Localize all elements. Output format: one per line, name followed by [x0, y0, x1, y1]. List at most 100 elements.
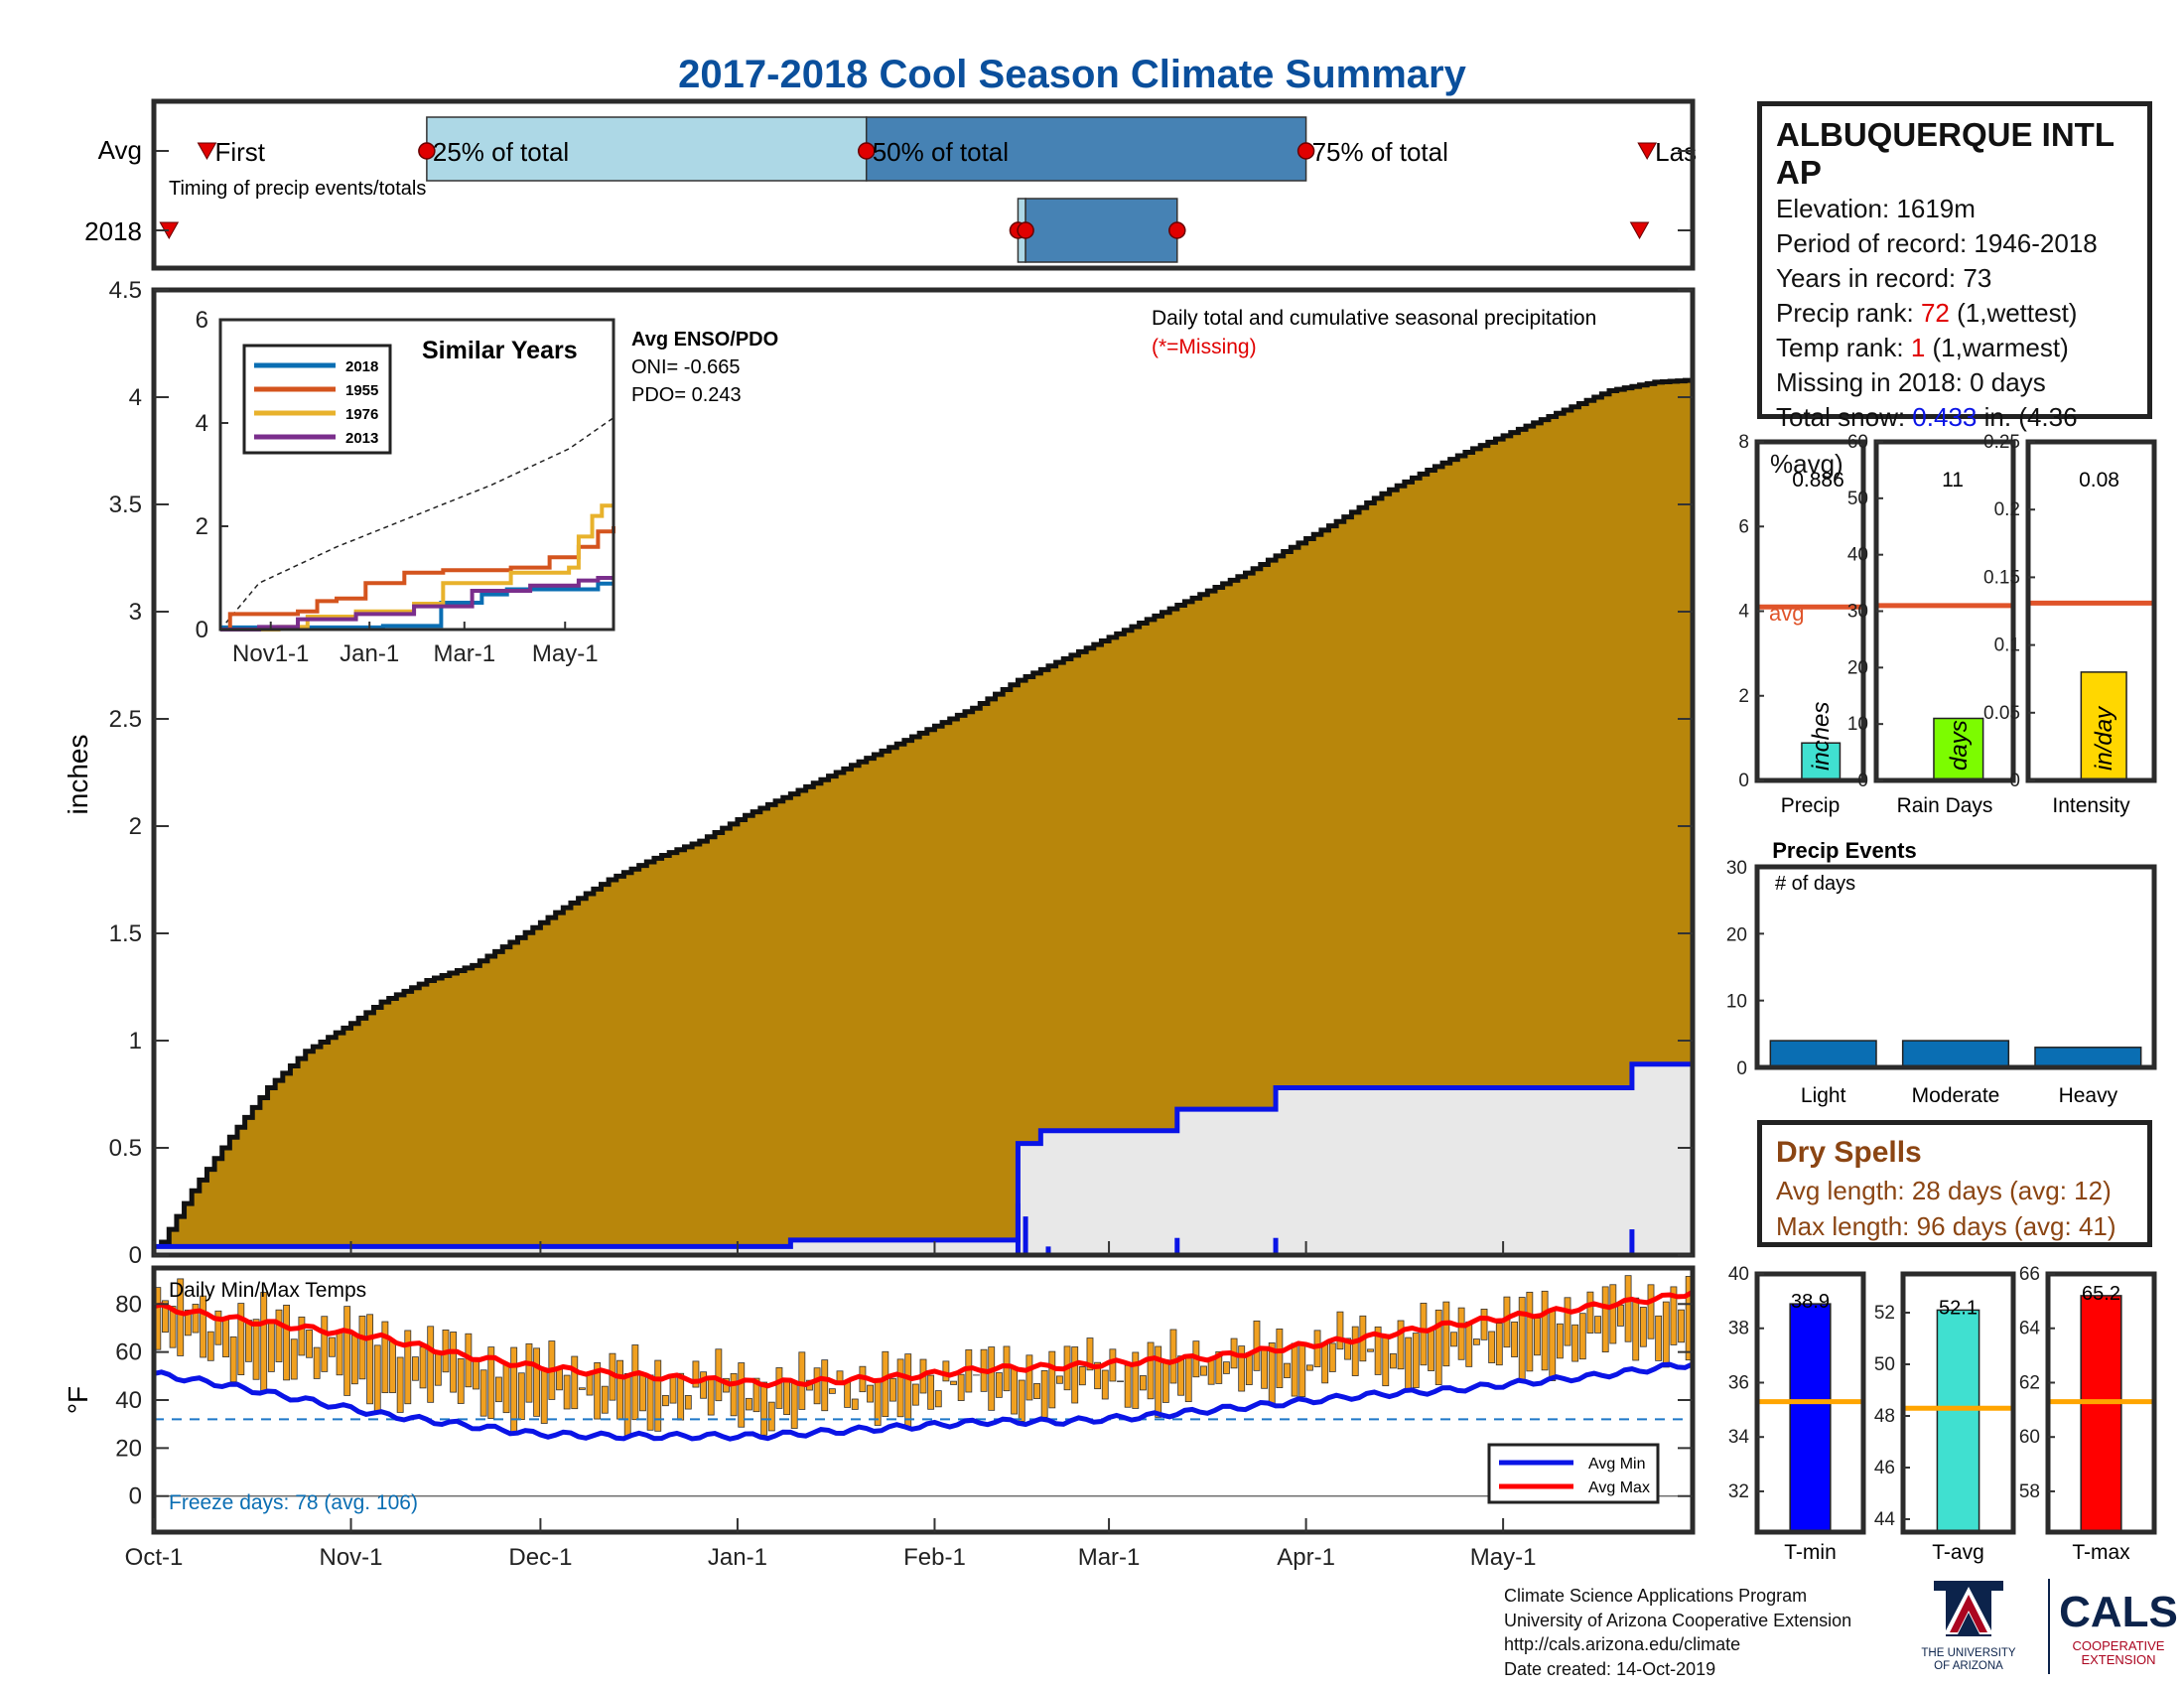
temp-daily-bar-44 — [487, 1346, 495, 1419]
temp-daily-bar-111 — [995, 1372, 1003, 1398]
psum-ytick-label-1-2: 20 — [1847, 657, 1868, 678]
temp-daily-bar-85 — [798, 1351, 806, 1410]
temp-daily-bar-55 — [571, 1355, 579, 1410]
events-ylabel: # of days — [1775, 873, 1855, 895]
temp-daily-bar-149 — [1284, 1362, 1291, 1378]
temp-daily-bar-116 — [1033, 1383, 1040, 1399]
temp-daily-bar-152 — [1305, 1364, 1313, 1371]
station-info-box: ALBUQUERQUE INTL AP Elevation: 1619m Per… — [1757, 101, 2152, 432]
avg-first-label: First — [214, 137, 265, 167]
temp-daily-bar-6 — [200, 1295, 207, 1358]
precip-summary-in/day-panel: 0.08 in/day Intensity 0 0.05 0.1 0.15 0.2 0.25 — [1983, 432, 2157, 817]
psum-ytick-label-1-3: 30 — [1847, 602, 1868, 623]
temp-daily-bar-155 — [1328, 1342, 1336, 1372]
temp-daily-bar-140 — [1215, 1350, 1223, 1384]
temp-daily-bar-59 — [601, 1385, 609, 1414]
temp-daily-bar-4 — [184, 1309, 192, 1336]
temp-ytick-label-2: 40 — [115, 1387, 142, 1414]
inset-xtick-label-2: Mar-1 — [433, 640, 495, 667]
temp-daily-bar-83 — [783, 1381, 790, 1415]
temp-daily-bar-22 — [321, 1316, 329, 1372]
daily-temps-plot — [153, 1275, 1695, 1497]
timing-panel: First 25% of total 50% of total 75% of tota… — [154, 116, 1697, 263]
temp-daily-bar-199 — [1662, 1301, 1670, 1368]
temp-daily-bar-157 — [1344, 1337, 1352, 1360]
temp-daily-bar-170 — [1442, 1301, 1450, 1367]
y2018-q50-q75-box — [1024, 198, 1178, 263]
temp-daily-bar-42 — [473, 1357, 479, 1390]
psum-ytick-label-2-2: 0.1 — [1994, 635, 2020, 656]
temp-daily-bar-164 — [1397, 1320, 1405, 1370]
timing-row-avg: Avg — [98, 135, 142, 165]
temp-daily-bar-145 — [1253, 1320, 1261, 1371]
temp-summary-panels: 38.9 T-min 32 34 36 38 40 52.1 T-avg 44 46 48 50 52 65… — [1728, 1264, 2157, 1564]
footer-line-4: Date created: 14-Oct-2019 — [1504, 1658, 1716, 1679]
temp-daily-bar-23 — [329, 1336, 336, 1357]
temp-daily-bar-124 — [1094, 1361, 1102, 1390]
temp-daily-bar-113 — [1011, 1367, 1019, 1415]
tsum-ytick-label-0-3: 38 — [1728, 1319, 1749, 1339]
precip-ytick-label-2: 1 — [129, 1028, 142, 1055]
snow-value: 0.433 — [1912, 402, 1978, 432]
temp-daily-bar-14 — [260, 1292, 268, 1393]
avg-last-marker — [1637, 142, 1658, 161]
inset-frame — [218, 318, 615, 632]
temp-daily-bar-161 — [1374, 1326, 1382, 1375]
temp-daily-bar-94 — [867, 1384, 874, 1403]
temp-daily-bar-131 — [1147, 1341, 1155, 1400]
temp-daily-bar-104 — [942, 1360, 950, 1382]
inset-xtick-label-0: Nov1-1 — [232, 640, 309, 667]
enso-pdo: PDO= 0.243 — [631, 384, 742, 406]
y2018-daily-bar-1 — [1023, 1216, 1028, 1255]
station-elevation: Elevation: 1619m — [1776, 194, 1976, 223]
temp-daily-bar-133 — [1161, 1359, 1169, 1403]
precip-ytick-label-6: 3 — [129, 599, 142, 626]
date-xtick-label-6: Apr-1 — [1277, 1544, 1335, 1571]
y2018-daily-bar-5 — [1629, 1229, 1635, 1255]
precip-rank-label: Precip rank: — [1776, 298, 1921, 328]
tsum-ytick-label-2-3: 64 — [2019, 1319, 2041, 1339]
tsum-ytick-label-0-1: 34 — [1728, 1427, 1750, 1448]
temp-daily-bar-102 — [927, 1374, 935, 1410]
temp-daily-bar-183 — [1541, 1290, 1549, 1371]
temp-daily-bar-9 — [222, 1317, 229, 1358]
temp-daily-bar-92 — [851, 1398, 859, 1410]
avg-q50-label: 50% of total — [873, 137, 1009, 167]
date-xtick-label-4: Feb-1 — [903, 1544, 966, 1571]
psum-ytick-label-1-5: 50 — [1847, 489, 1868, 509]
legend-avg-min: Avg Min — [1588, 1456, 1646, 1473]
temp-daily-bar-125 — [1101, 1369, 1109, 1400]
temp-daily-bar-74 — [715, 1348, 723, 1402]
event-label-heavy: Heavy — [2059, 1084, 2118, 1107]
temp-daily-bar-69 — [677, 1372, 685, 1421]
avg-first-marker — [197, 142, 217, 161]
temp-daily-bar-143 — [1238, 1345, 1246, 1392]
event-bar-heavy — [2034, 1047, 2142, 1068]
temp-daily-bar-76 — [730, 1372, 738, 1417]
temp-daily-bar-80 — [760, 1381, 768, 1436]
dry-spells-box: Dry Spells Avg length: 28 days (avg: 12)… — [1757, 1120, 2152, 1247]
temp-daily-bar-148 — [1276, 1328, 1284, 1388]
temp-daily-bar-105 — [950, 1380, 957, 1385]
temp-daily-bar-180 — [1518, 1297, 1526, 1381]
temp-daily-bar-19 — [298, 1316, 306, 1356]
psum-ytick-label-0-4: 8 — [1738, 432, 1749, 453]
precip-rank-note: (1,wettest) — [1949, 298, 2078, 328]
temp-daily-bar-34 — [412, 1356, 419, 1381]
temp-daily-bar-58 — [594, 1362, 602, 1420]
temp-daily-bar-162 — [1382, 1334, 1390, 1387]
precip-summary-value-2: 0.08 — [2079, 469, 2119, 492]
inset-ytick-label-3: 6 — [196, 307, 208, 334]
tsum-ytick-label-0-2: 36 — [1728, 1372, 1749, 1393]
precip-summary-days-panel: 11 days Rain Days 0 10 20 30 40 50 60 — [1847, 432, 2016, 817]
temp-daily-bar-194 — [1624, 1275, 1632, 1342]
avg-cumulative-line — [154, 377, 1696, 1258]
temp-daily-bar-100 — [911, 1383, 919, 1406]
temp-daily-bar-54 — [563, 1374, 571, 1410]
event-bar-moderate — [1901, 1040, 2010, 1068]
temp-ytick-label-4: 80 — [115, 1291, 142, 1318]
temp-daily-bar-29 — [373, 1344, 381, 1413]
date-xtick-label-3: Jan-1 — [708, 1544, 767, 1571]
temp-daily-bar-117 — [1040, 1370, 1048, 1418]
temp-summary-bar-1 — [1936, 1309, 1980, 1533]
